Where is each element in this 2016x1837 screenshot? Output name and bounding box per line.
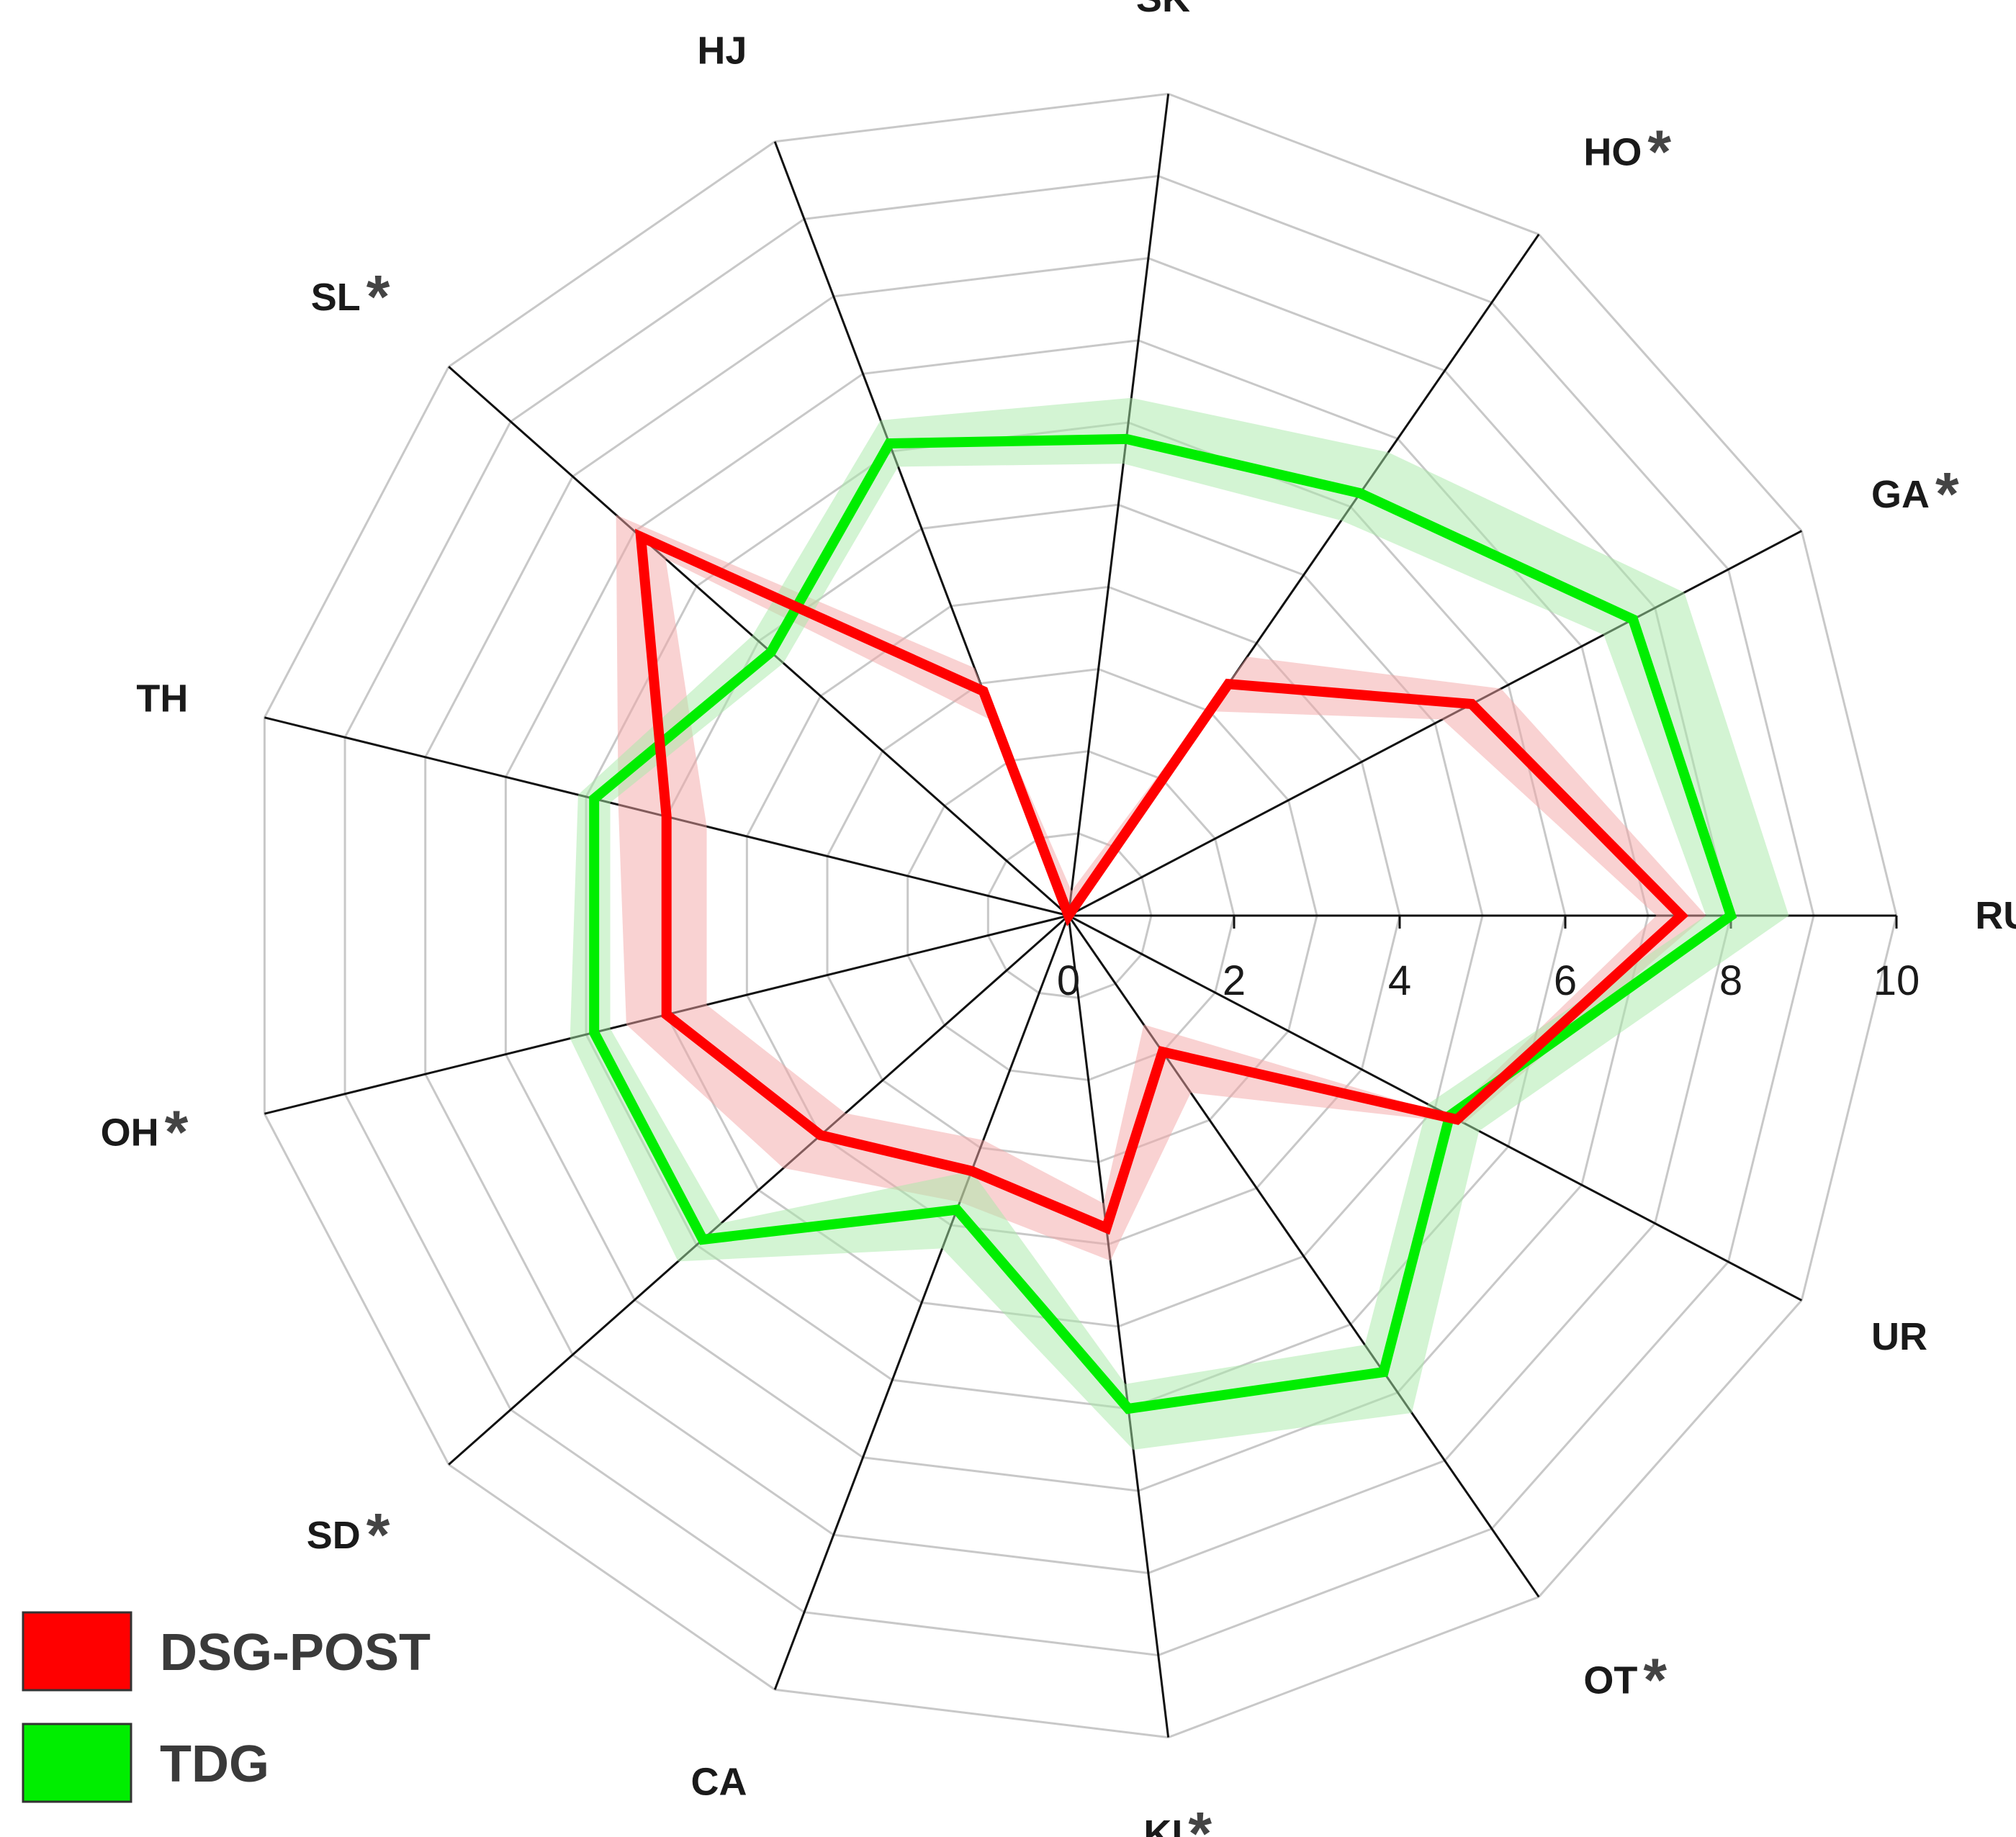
significance-star: * bbox=[1935, 460, 1959, 528]
category-label-ot: OT* bbox=[1583, 1646, 1667, 1713]
significance-star: * bbox=[1188, 1800, 1212, 1837]
category-label-ga: GA* bbox=[1871, 460, 1959, 528]
category-label-ca: CA bbox=[690, 1760, 747, 1803]
error-bands bbox=[570, 397, 1789, 1450]
radial-tick-labels: 0 2 4 6 8 10 bbox=[1057, 957, 1920, 1004]
legend-swatch-tdg bbox=[22, 1723, 132, 1803]
axis-spoke-sk bbox=[1067, 94, 1170, 916]
category-label-oh: OH* bbox=[101, 1098, 189, 1165]
category-label-ru: RU bbox=[1975, 894, 2016, 937]
category-name: SD bbox=[307, 1514, 361, 1557]
axis-spokes bbox=[264, 94, 1898, 1738]
category-name: SL bbox=[311, 276, 361, 319]
category-name: OH bbox=[101, 1111, 159, 1154]
significance-star: * bbox=[366, 1501, 390, 1569]
tick-label-6: 6 bbox=[1554, 957, 1577, 1004]
legend: DSG-POST TDG bbox=[22, 1611, 431, 1803]
category-name: TH bbox=[136, 677, 188, 721]
category-name: KI bbox=[1143, 1813, 1182, 1837]
category-label-sd: SD* bbox=[307, 1501, 390, 1569]
legend-label-dsg-post: DSG-POST bbox=[160, 1624, 431, 1682]
category-label-ki: KI* bbox=[1143, 1800, 1212, 1837]
grid-ring-9 bbox=[343, 175, 1815, 1656]
tick-label-10: 10 bbox=[1873, 957, 1920, 1004]
band-tdg bbox=[570, 397, 1789, 1450]
series-lines bbox=[589, 433, 1737, 1414]
axis-spoke-ca bbox=[773, 915, 1070, 1690]
category-name: RU bbox=[1975, 894, 2016, 937]
grid-ring-8 bbox=[424, 257, 1732, 1574]
axis-spoke-ki bbox=[1067, 915, 1170, 1738]
category-label-hj: HJ bbox=[697, 30, 747, 73]
category-name: SK bbox=[1136, 0, 1190, 20]
significance-star: * bbox=[1643, 1646, 1667, 1713]
axis-spoke-sd bbox=[448, 914, 1069, 1466]
series-line-tdg bbox=[589, 433, 1737, 1414]
significance-star: * bbox=[165, 1098, 189, 1165]
category-label-sk: SK * bbox=[1136, 0, 1220, 32]
category-name: UR bbox=[1871, 1315, 1927, 1358]
category-name: OT bbox=[1583, 1658, 1637, 1702]
category-label-ho: HO* bbox=[1583, 118, 1671, 186]
category-name: GA bbox=[1871, 473, 1930, 516]
category-name: HO bbox=[1583, 131, 1642, 174]
category-name: HJ bbox=[697, 30, 747, 73]
series-line-dsg-post bbox=[634, 528, 1689, 1235]
significance-star: * bbox=[1647, 118, 1671, 186]
legend-swatch-dsg-post bbox=[22, 1611, 132, 1692]
grid-ring-3 bbox=[826, 667, 1318, 1164]
grid-ring-10 bbox=[263, 92, 1898, 1739]
significance-star: * bbox=[366, 263, 390, 330]
tick-label-8: 8 bbox=[1719, 957, 1742, 1004]
tick-label-0: 0 bbox=[1057, 957, 1080, 1004]
grid-ring-4 bbox=[745, 585, 1401, 1246]
tick-label-4: 4 bbox=[1388, 957, 1411, 1004]
category-label-th: TH bbox=[136, 677, 188, 721]
significance-star: * bbox=[1196, 0, 1220, 32]
tick-label-2: 2 bbox=[1223, 957, 1246, 1004]
category-name: CA bbox=[690, 1760, 747, 1803]
category-label-sl: SL* bbox=[311, 263, 390, 330]
category-label-ur: UR bbox=[1871, 1315, 1927, 1358]
legend-label-tdg: TDG bbox=[160, 1736, 269, 1793]
